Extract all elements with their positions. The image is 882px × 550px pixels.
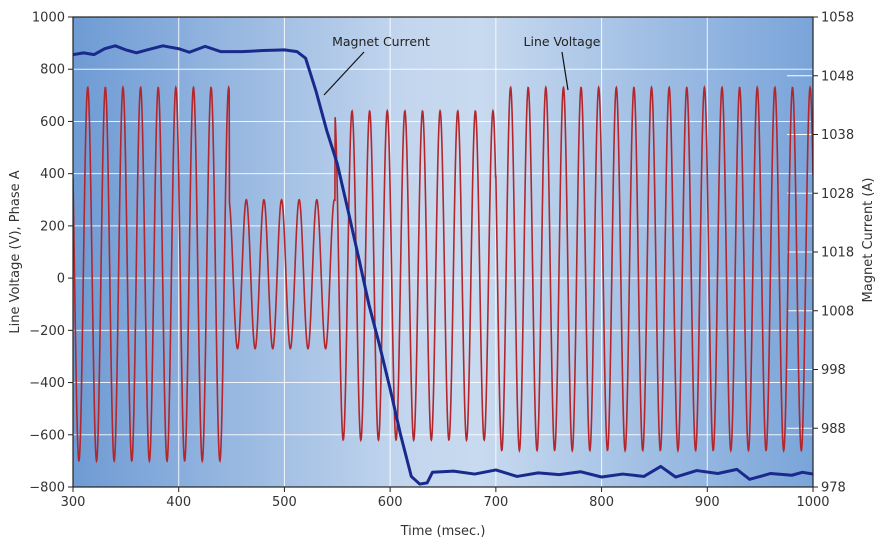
right-y-axis-title: Magnet Current (A)	[861, 178, 876, 303]
line-voltage-line	[73, 84, 813, 464]
left-y-tick-label: 200	[40, 219, 65, 234]
left-y-tick-label: −600	[29, 428, 65, 443]
x-tick-label: 300	[61, 495, 86, 510]
left-y-axis-ticks: 1000 800 600 400 200 0 −200 −400 −600 −800	[29, 11, 73, 496]
left-y-tick-label: −200	[29, 324, 65, 339]
right-y-tick-label: 1048	[821, 69, 854, 84]
x-tick-label: 500	[272, 495, 297, 510]
left-y-tick-label: 400	[40, 167, 65, 182]
left-y-tick-label: 1000	[32, 11, 65, 26]
magnet-current-annotation: Magnet Current	[332, 34, 430, 49]
annotations: Magnet Current Line Voltage	[323, 34, 601, 96]
left-y-axis-title: Line Voltage (V), Phase A	[8, 170, 23, 333]
magnet-current-line	[73, 44, 813, 486]
left-y-tick-label: 0	[57, 272, 65, 287]
right-y-tick-label: 988	[821, 422, 846, 437]
x-tick-label: 700	[483, 495, 508, 510]
left-y-tick-label: 600	[40, 115, 65, 130]
x-tick-label: 900	[695, 495, 720, 510]
series-layer	[73, 44, 813, 486]
left-y-tick-label: 800	[40, 63, 65, 78]
right-y-tick-label: 978	[821, 481, 846, 496]
plot-background	[73, 17, 813, 487]
right-y-axis-ticks: 1058 1048 1038 1028 1018 1008 998 988 978	[813, 11, 854, 496]
x-tick-label: 800	[589, 495, 614, 510]
x-tick-label: 1000	[796, 495, 829, 510]
line-voltage-annotation: Line Voltage	[524, 34, 601, 49]
magnet-current-leader	[323, 51, 365, 96]
right-y-tick-label: 1058	[821, 11, 854, 26]
x-tick-label: 600	[378, 495, 403, 510]
x-axis-title: Time (msec.)	[400, 524, 486, 539]
left-y-tick-label: −400	[29, 376, 65, 391]
right-y-tick-label: 1008	[821, 304, 854, 319]
right-y-tick-label: 998	[821, 363, 846, 378]
line-voltage-leader	[561, 51, 569, 91]
grid	[73, 17, 813, 487]
right-y-tick-label: 1028	[821, 187, 854, 202]
right-y-tick-label: 1038	[821, 128, 854, 143]
x-tick-label: 400	[166, 495, 191, 510]
left-y-tick-label: −800	[29, 481, 65, 496]
x-axis-ticks: 300 400 500 600 700 800 900 1000	[61, 487, 830, 510]
right-y-tick-label: 1018	[821, 246, 854, 261]
